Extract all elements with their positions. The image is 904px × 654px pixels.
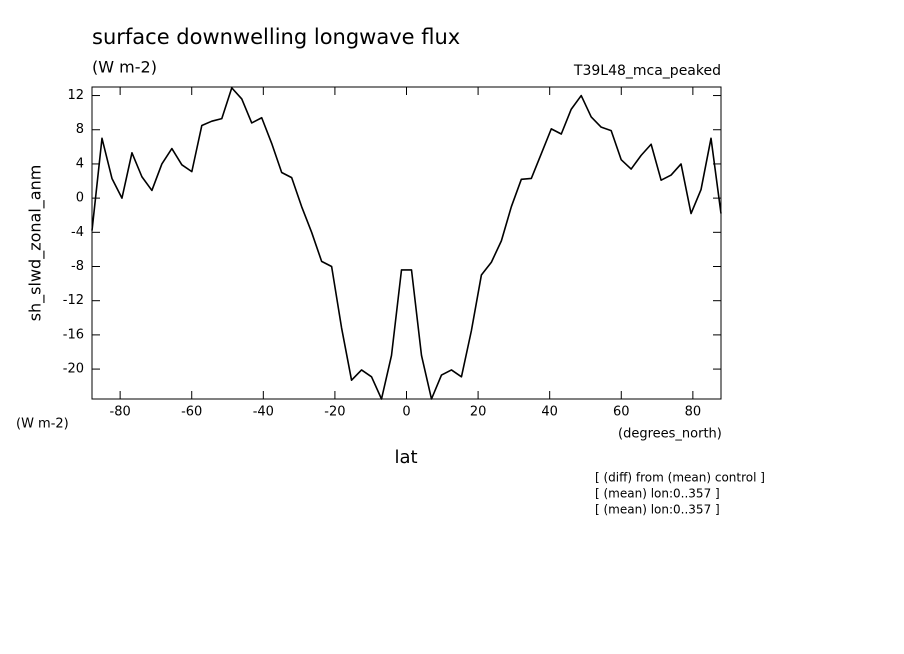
y-tick-label: 0: [76, 191, 84, 206]
data-line: [91, 87, 722, 400]
y-tick-label: 4: [76, 156, 84, 171]
x-tick-label: -80: [110, 405, 131, 420]
x-tick-label: 80: [685, 405, 702, 420]
x-tick-label: 40: [541, 405, 558, 420]
note: [ (mean) lon:0..357 ]: [595, 503, 720, 517]
y-axis-label: sh_slwd_zonal_anm: [26, 165, 46, 322]
y-tick-label: -16: [63, 327, 84, 342]
units: (W m-2): [92, 58, 157, 77]
x-tick-label: 0: [402, 405, 410, 420]
x-axis-label: lat: [394, 447, 417, 468]
note: [ (mean) lon:0..357 ]: [595, 487, 720, 501]
note: [ (diff) from (mean) control ]: [595, 471, 765, 485]
x-tick-label: -40: [253, 405, 274, 420]
y-tick-label: 12: [67, 88, 84, 103]
x-tick-label: 60: [613, 405, 630, 420]
x-units: (degrees_north): [618, 427, 722, 442]
x-tick-label: -20: [324, 405, 345, 420]
dataset: T39L48_mca_peaked: [573, 63, 721, 79]
y-tick-label: 8: [76, 122, 84, 137]
y-tick-label: -12: [63, 293, 84, 308]
y-tick-label: -4: [71, 225, 84, 240]
plot-frame: [91, 86, 722, 400]
chart-title: surface downwelling longwave flux: [92, 25, 460, 49]
x-tick-label: -60: [181, 405, 202, 420]
y-tick-label: -8: [71, 259, 84, 274]
y-tick-label: -20: [63, 362, 84, 377]
x-tick-label: 20: [470, 405, 487, 420]
y-units: (W m-2): [16, 417, 69, 432]
